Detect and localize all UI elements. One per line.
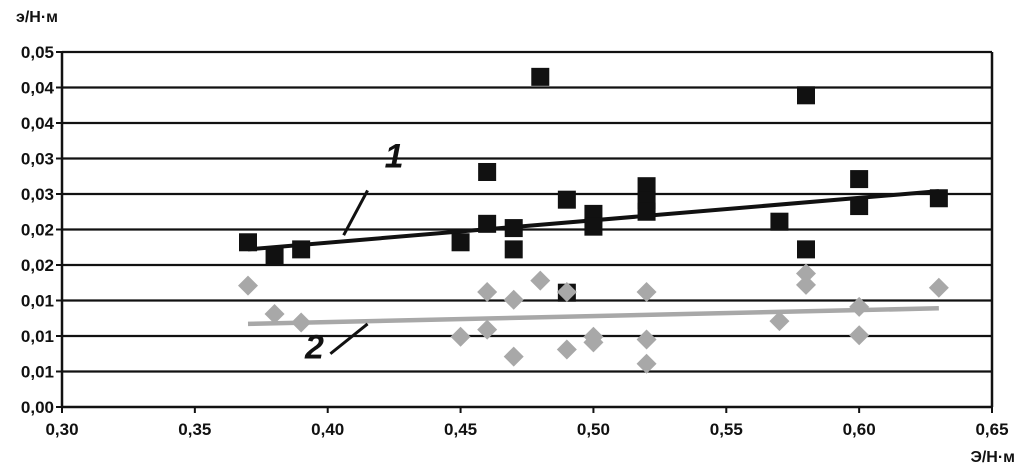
square-point — [850, 170, 869, 189]
x-tick-label: 0,55 — [710, 420, 743, 439]
square-point — [478, 162, 497, 181]
x-axis-label: Э/Н·м — [970, 449, 1015, 466]
y-tick-label: 0,05 — [21, 43, 54, 62]
axes — [56, 51, 994, 413]
square-point — [478, 214, 497, 233]
diamond-point — [636, 353, 657, 374]
diamond-point — [636, 281, 657, 302]
y-tick-label: 0,01 — [21, 363, 54, 382]
diamond-point — [928, 277, 949, 298]
square-point — [557, 190, 576, 209]
y-tick-labels: 0,00 0,01 0,01 0,01 0,02 0,02 0,03 0,03 0,04 0,04… — [21, 43, 55, 417]
square-point — [637, 202, 656, 221]
data-points — [238, 67, 949, 374]
x-tick-label: 0,30 — [45, 420, 78, 439]
square-point — [504, 240, 523, 259]
annotation-label-2: 2 — [304, 329, 324, 367]
diamond-point — [238, 275, 258, 296]
diamond-point — [450, 326, 471, 347]
x-tick-label: 0,45 — [444, 420, 477, 439]
square-point — [239, 233, 257, 252]
x-tick-label: 0,60 — [843, 420, 876, 439]
diamond-point — [556, 339, 577, 360]
y-tick-label: 0,02 — [21, 221, 54, 240]
diamond-point — [556, 281, 577, 302]
diamond-point — [796, 274, 816, 295]
y-tick-label: 0,00 — [21, 398, 54, 417]
diamond-point — [849, 325, 870, 346]
x-tick-label: 0,40 — [311, 420, 344, 439]
square-point — [770, 212, 789, 231]
diamond-point — [291, 312, 312, 333]
square-point — [850, 197, 869, 216]
square-point — [929, 189, 948, 208]
diamond-point — [503, 289, 524, 310]
y-axis-label: э/Н·м — [16, 9, 58, 26]
annotations: 12 — [304, 138, 404, 367]
diamond-point — [477, 319, 498, 340]
square-point — [584, 217, 603, 236]
grid-lines — [62, 50, 992, 373]
x-tick-label: 0,35 — [178, 420, 211, 439]
y-tick-label: 0,04 — [21, 114, 55, 133]
y-tick-label: 0,01 — [21, 327, 54, 346]
diamond-point — [530, 270, 551, 291]
square-point — [531, 67, 550, 86]
diamond-point — [477, 281, 498, 302]
square-point — [637, 177, 656, 196]
diamond-point — [849, 296, 870, 317]
diamond-point — [769, 311, 790, 332]
x-tick-label: 0,50 — [577, 420, 610, 439]
square-point — [797, 240, 815, 259]
trend-line-2 — [247, 306, 939, 327]
square-point — [797, 86, 815, 105]
diamond-point — [264, 303, 285, 324]
square-point — [265, 247, 284, 266]
y-tick-label: 0,03 — [21, 150, 54, 169]
square-point — [451, 233, 470, 252]
diamond-point — [796, 263, 816, 284]
y-tick-label: 0,04 — [21, 79, 55, 98]
diamond-point — [636, 329, 657, 350]
x-tick-label: 0,65 — [975, 420, 1008, 439]
diamond-point — [503, 346, 524, 367]
y-tick-label: 0,03 — [21, 185, 54, 204]
annotation-leader-1 — [342, 189, 369, 236]
y-tick-label: 0,01 — [21, 292, 54, 311]
square-point — [292, 240, 311, 259]
x-tick-labels: 0,30 0,35 0,40 0,45 0,50 0,55 0,60 0,65 — [45, 420, 1008, 439]
y-tick-label: 0,02 — [21, 256, 54, 275]
diamond-point — [583, 332, 604, 353]
annotation-label-1: 1 — [385, 138, 404, 176]
square-point — [504, 219, 523, 238]
annotation-leader-2 — [329, 322, 369, 355]
